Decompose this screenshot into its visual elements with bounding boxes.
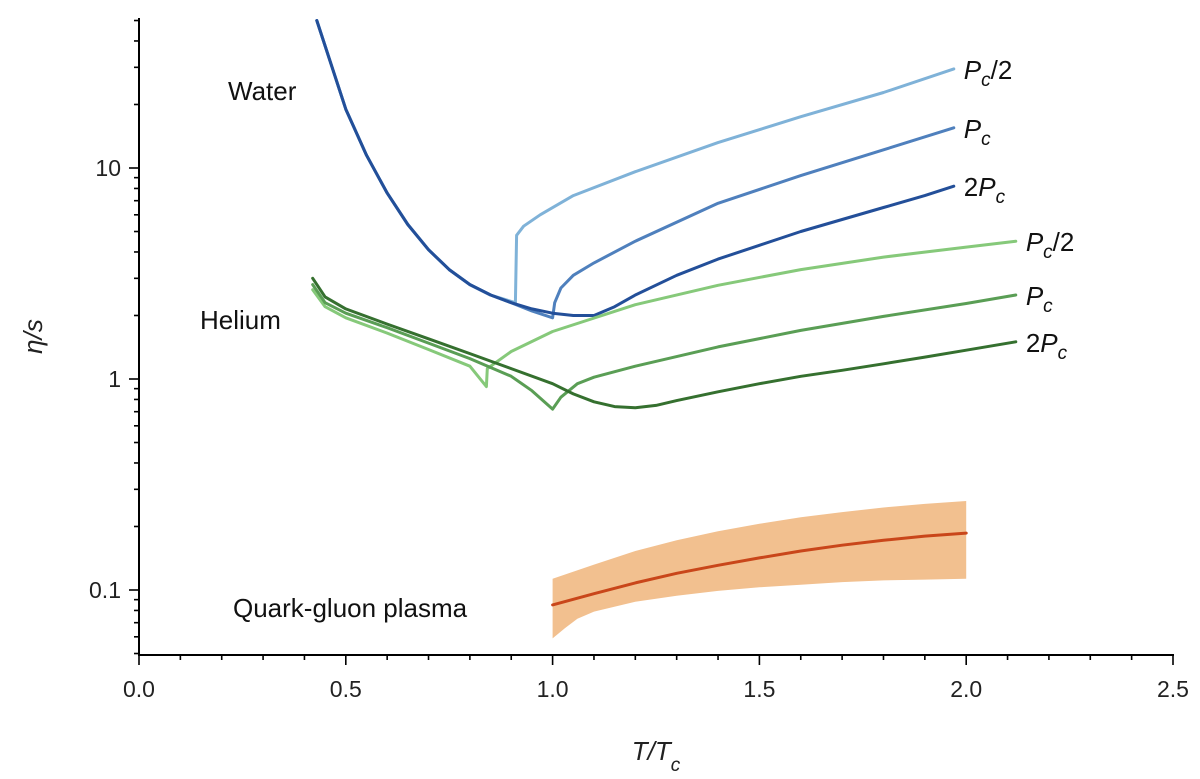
- series-line-helium-5: [311, 276, 1018, 410]
- series-label-helium: Pc: [1026, 281, 1053, 317]
- series-layer: [311, 19, 1018, 607]
- label-layer: T/Tc η/s Water Helium Quark-gluon plasma Pc/2…: [18, 55, 1074, 776]
- y-tick-label: 1: [108, 366, 121, 392]
- series-label-water: Pc: [964, 114, 991, 150]
- series-line-helium-3: [311, 239, 1018, 389]
- x-tick-label: 1.0: [537, 676, 569, 702]
- x-tick-label: 0.5: [330, 676, 362, 702]
- water-label: Water: [228, 76, 297, 106]
- qgp-band-layer: [552, 501, 967, 639]
- x-tick-label: 1.5: [743, 676, 775, 702]
- series-line-water-1: [315, 19, 956, 320]
- y-tick-label: 0.1: [89, 577, 121, 603]
- y-tick-label: 10: [95, 155, 121, 181]
- series-line-water-2: [315, 19, 956, 317]
- series-label-helium: 2Pc: [1026, 328, 1068, 364]
- x-tick-label: 2.5: [1157, 676, 1189, 702]
- qgp-line: [551, 531, 968, 607]
- series-label-water: 2Pc: [964, 172, 1006, 208]
- series-line-helium-4: [311, 283, 1018, 411]
- axes-layer: 0.0 0.5 1.0 1.5 2.0 2.5 0.1 1 10: [89, 18, 1189, 702]
- x-axis-title: T/Tc: [632, 736, 681, 776]
- y-axis-title: η/s: [18, 319, 48, 354]
- x-tick-label: 0.0: [123, 676, 155, 702]
- series-label-helium: Pc/2: [1026, 227, 1075, 263]
- qgp-uncertainty-band: [552, 501, 967, 639]
- helium-label: Helium: [200, 305, 281, 335]
- series-label-water: Pc/2: [964, 55, 1013, 91]
- x-tick-label: 2.0: [950, 676, 982, 702]
- qgp-label: Quark-gluon plasma: [233, 593, 468, 623]
